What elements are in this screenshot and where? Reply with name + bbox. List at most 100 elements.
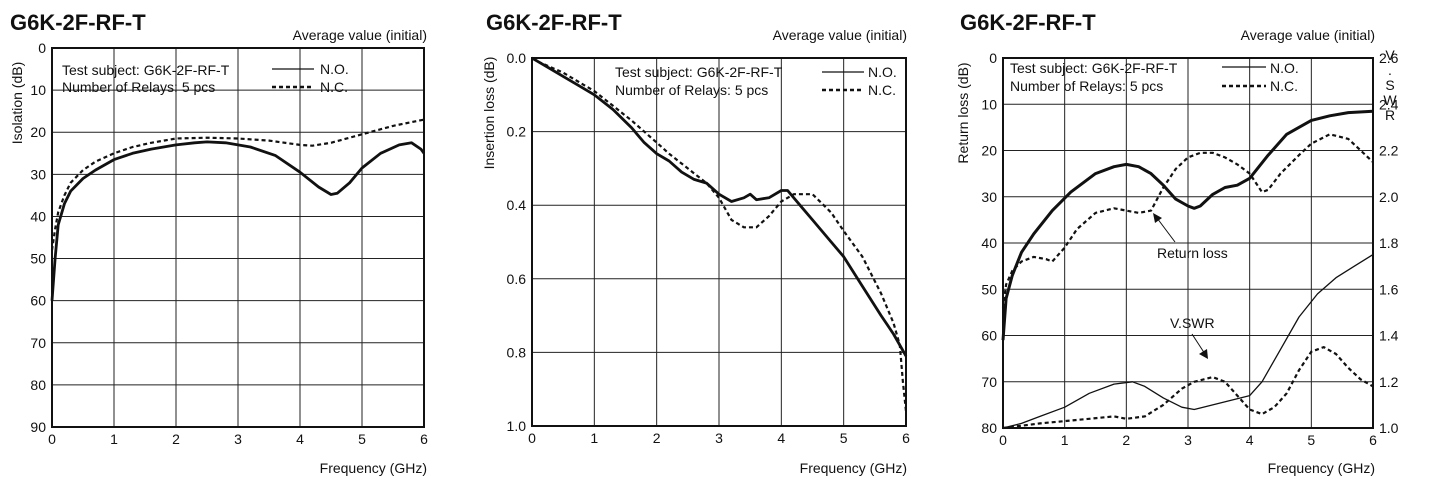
y-axis-label: Insertion loss (dB) (481, 57, 497, 170)
legend-label: N.C. (868, 82, 896, 98)
x-axis-label: Frequency (GHz) (800, 460, 907, 476)
annotation-text: Test subject: G6K-2F-RF-T (1010, 60, 1178, 76)
annotation-text: Test subject: G6K-2F-RF-T (615, 64, 783, 80)
x-tick-label: 4 (296, 431, 304, 447)
series-line-v-swr-nc (1002, 346, 1374, 430)
legend-label: N.O. (868, 64, 897, 80)
y2-tick-label: 1.2 (1379, 374, 1399, 390)
x-tick-label: 3 (715, 430, 723, 446)
series-line-nc (50, 118, 425, 251)
series-line-v-swr-no (1002, 254, 1374, 429)
y-tick-label: 60 (30, 293, 46, 309)
chart-2: G6K-2F-RF-T Average value (initial) 0 1 2 3 4 5… (481, 10, 910, 476)
chart-3: G6K-2F-RF-T Average value (initial) 0 1 2 3 4 5… (955, 10, 1399, 476)
y-tick-label: 0 (989, 50, 997, 66)
chart-title: G6K-2F-RF-T (486, 10, 622, 35)
plot-frame (531, 57, 907, 427)
x-tick-label: 1 (110, 431, 118, 447)
legend-label: N.C. (320, 79, 348, 95)
y-tick-label: 1.0 (507, 418, 527, 434)
x-axis-label: Frequency (GHz) (1268, 460, 1375, 476)
chart-subtitle: Average value (initial) (293, 27, 427, 43)
y-tick-label: 30 (30, 166, 46, 182)
y-tick-label: 60 (981, 328, 997, 344)
x-tick-label: 5 (1307, 432, 1315, 448)
y-tick-label: 80 (981, 420, 997, 436)
series-line-return-loss-no (1001, 109, 1374, 341)
callout-return-loss: Return loss (1157, 245, 1228, 261)
y-tick-label: 20 (981, 143, 997, 159)
x-tick-label: 2 (172, 431, 180, 447)
y2-tick-label: 1.0 (1379, 420, 1399, 436)
annotation-text: Number of Relays: 5 pcs (62, 79, 215, 95)
y-tick-label: 20 (30, 124, 46, 140)
x-tick-label: 4 (777, 430, 785, 446)
y-tick-label: 10 (30, 82, 46, 98)
chart-subtitle: Average value (initial) (1241, 27, 1375, 43)
legend-label: N.O. (1270, 60, 1299, 76)
callout-arrow-head (1153, 213, 1162, 223)
plot-frame (1002, 57, 1374, 429)
x-axis-label: Frequency (GHz) (320, 460, 427, 476)
y-tick-label: 0.4 (507, 197, 527, 213)
legend-label: N.C. (1270, 78, 1298, 94)
y-tick-label: 30 (981, 189, 997, 205)
x-tick-label: 6 (420, 431, 428, 447)
y2-tick-label: 2.2 (1379, 143, 1399, 159)
y-tick-label: 0.0 (507, 50, 527, 66)
x-tick-label: 1 (1061, 432, 1069, 448)
x-tick-label: 0 (999, 432, 1007, 448)
callout-arrow-line (1191, 333, 1206, 355)
y-tick-label: 50 (30, 251, 46, 267)
y2-tick-label: 2.0 (1379, 189, 1399, 205)
x-tick-label: 0 (48, 431, 56, 447)
y-tick-label: 40 (981, 235, 997, 251)
y-axis-label: Isolation (dB) (9, 62, 25, 144)
y-tick-label: 80 (30, 377, 46, 393)
y-tick-label: 70 (30, 335, 46, 351)
series-line-nc (531, 57, 908, 412)
y-tick-label: 50 (981, 281, 997, 297)
grid (531, 57, 907, 427)
y-tick-label: 90 (30, 419, 46, 435)
x-tick-label: 2 (1122, 432, 1130, 448)
legend-label: N.O. (320, 61, 349, 77)
plot-frame (51, 47, 425, 428)
chart-subtitle: Average value (initial) (773, 27, 907, 43)
chart-1: G6K-2F-RF-T Average value (initial) 0 1 2 3 4 5… (9, 10, 428, 476)
chart-title: G6K-2F-RF-T (10, 10, 146, 35)
x-tick-label: 6 (1369, 432, 1377, 448)
x-tick-label: 2 (653, 430, 661, 446)
y2-tick-label: 1.6 (1379, 281, 1399, 297)
series-line-return-loss-nc (1001, 133, 1374, 308)
x-tick-label: 5 (358, 431, 366, 447)
y-axis-label: Return loss (dB) (955, 62, 971, 163)
grid (1002, 57, 1374, 429)
x-tick-label: 3 (1184, 432, 1192, 448)
grid (51, 47, 425, 428)
y-tick-label: 40 (30, 208, 46, 224)
annotation-text: Test subject: G6K-2F-RF-T (62, 62, 230, 78)
chart-title: G6K-2F-RF-T (960, 10, 1096, 35)
y2-tick-label: 2.4 (1379, 96, 1399, 112)
y-tick-label: 0 (38, 40, 46, 56)
y2-tick-label: 1.4 (1379, 328, 1399, 344)
callout-arrow-line (1156, 217, 1176, 243)
annotation-text: Number of Relays: 5 pcs (615, 82, 768, 98)
y-tick-label: 0.6 (507, 271, 527, 287)
series-line-no (50, 140, 426, 301)
callout-arrow-head (1199, 349, 1208, 359)
x-tick-label: 1 (590, 430, 598, 446)
y-tick-label: 10 (981, 96, 997, 112)
x-tick-label: 3 (234, 431, 242, 447)
y2-tick-label: 2.6 (1379, 50, 1399, 66)
series-line-no (531, 56, 908, 357)
y2-tick-label: 1.8 (1379, 235, 1399, 251)
x-tick-label: 4 (1246, 432, 1254, 448)
callout-vswr: V.SWR (1170, 315, 1215, 331)
x-tick-label: 6 (902, 430, 910, 446)
x-tick-label: 0 (528, 430, 536, 446)
y-tick-label: 0.2 (507, 124, 527, 140)
